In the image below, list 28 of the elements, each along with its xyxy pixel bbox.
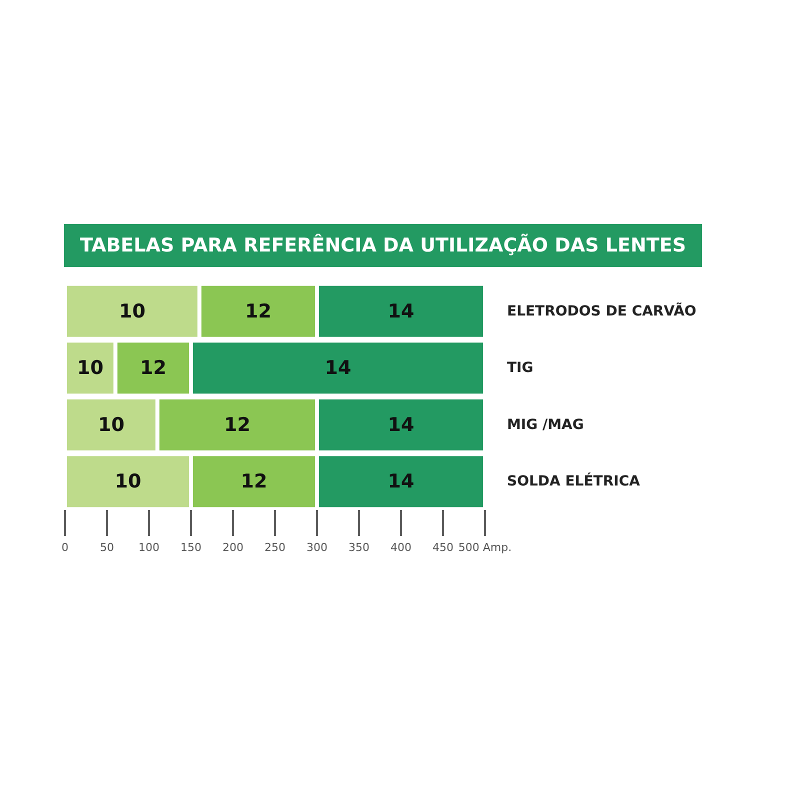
- x-tick-label: 400: [390, 541, 412, 554]
- text: 12: [140, 357, 166, 380]
- text: 12: [224, 414, 250, 436]
- chart-title: TABELAS PARA REFERÊNCIA DA UTILIZAÇÃO DAS LENTES: [80, 234, 686, 256]
- x-tick-label: 50: [100, 541, 114, 554]
- x-tick-label: 250: [264, 541, 286, 554]
- x-tick-label: 100: [138, 541, 160, 554]
- text: 14: [324, 357, 352, 380]
- text: 10: [98, 414, 124, 436]
- x-tick-label: 0: [62, 541, 68, 554]
- y-tick-label: MIG /MAG: [507, 416, 584, 433]
- text: 12: [240, 470, 268, 493]
- series-label: 10: [76, 357, 104, 380]
- x-tick-label: 150: [180, 541, 202, 554]
- y-tick-label: ELETRODOS DE CARVÃO: [507, 301, 696, 320]
- text: 10: [118, 300, 146, 322]
- series-label: 12: [244, 300, 272, 322]
- series-label: 14: [388, 300, 414, 322]
- x-tick-label: 350: [348, 541, 370, 554]
- text: 14: [388, 470, 414, 493]
- x-tick-label: 500 Amp.: [458, 541, 512, 554]
- y-tick-label: TIG: [507, 360, 534, 376]
- x-tick-label: 200: [222, 541, 244, 554]
- x-tick-label: 300: [306, 541, 328, 554]
- x-tick-label: 450: [432, 541, 454, 554]
- text: 14: [388, 414, 414, 436]
- text: 10: [114, 470, 142, 493]
- y-tick-label: SOLDA ELÉTRICA: [507, 472, 640, 490]
